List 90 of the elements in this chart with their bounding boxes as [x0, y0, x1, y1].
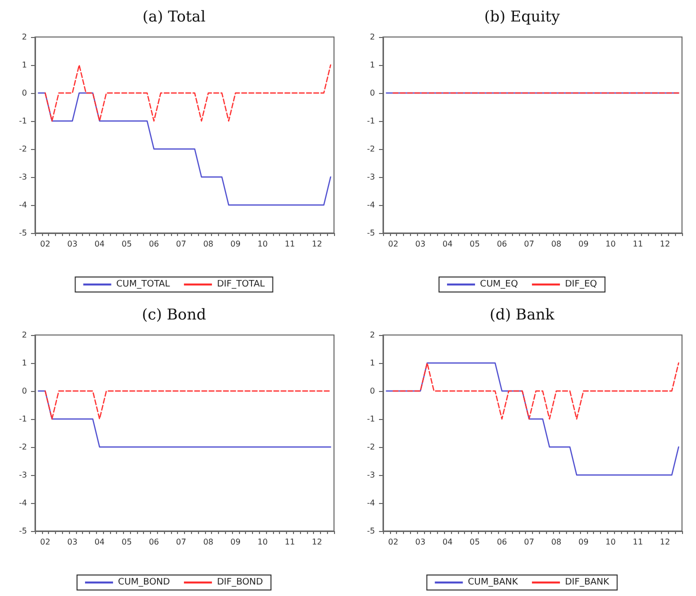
legend-label: CUM_BOND: [118, 578, 170, 588]
legend-label: CUM_TOTAL: [116, 280, 170, 290]
x-tick-label: 09: [578, 240, 589, 248]
x-tick-label: 04: [442, 240, 453, 248]
y-tick-label: 1: [22, 60, 27, 70]
y-tick-label: -3: [19, 172, 27, 182]
x-tick-label: 05: [122, 240, 132, 248]
y-tick-label: -1: [367, 414, 375, 424]
x-tick-label: 03: [415, 240, 426, 248]
y-tick-label: 2: [22, 330, 27, 340]
y-tick-label: 2: [370, 330, 375, 340]
x-tick-label: 08: [551, 538, 562, 546]
y-tick-label: -5: [367, 526, 375, 536]
y-tick-label: 2: [370, 32, 375, 42]
y-tick-label: -3: [367, 172, 375, 182]
x-tick-label: 04: [94, 538, 105, 546]
x-tick-label: 06: [496, 538, 508, 546]
x-tick-label: 03: [67, 240, 78, 248]
x-tick-label: 02: [388, 240, 398, 248]
x-tick-label: 04: [442, 538, 453, 546]
legend-label: DIF_BANK: [564, 578, 610, 588]
legend-label: CUM_EQ: [480, 280, 518, 290]
x-tick-label: 11: [284, 538, 295, 546]
y-tick-label: -1: [19, 116, 27, 126]
x-tick-label: 11: [284, 240, 295, 248]
x-tick-label: 08: [203, 240, 214, 248]
x-tick-label: 08: [203, 538, 214, 546]
y-tick-label: -1: [367, 116, 375, 126]
y-tick-label: -4: [367, 200, 375, 210]
y-tick-label: 0: [22, 88, 27, 98]
x-tick-label: 07: [524, 538, 534, 546]
y-tick-label: 0: [370, 88, 375, 98]
y-tick-label: -3: [367, 470, 375, 480]
x-tick-label: 06: [496, 240, 508, 248]
x-tick-label: 09: [230, 538, 241, 546]
x-tick-label: 03: [67, 538, 78, 546]
x-tick-label: 06: [148, 240, 160, 248]
x-tick-label: 05: [470, 538, 480, 546]
x-tick-label: 08: [551, 240, 562, 248]
x-tick-label: 02: [388, 538, 398, 546]
x-tick-label: 12: [312, 240, 322, 248]
x-tick-label: 07: [176, 240, 186, 248]
legend-label: DIF_BOND: [216, 578, 264, 588]
x-tick-label: 02: [40, 538, 50, 546]
x-tick-label: 09: [230, 240, 241, 248]
y-tick-label: 0: [370, 386, 375, 396]
y-tick-label: -4: [367, 498, 375, 508]
x-tick-label: 12: [660, 240, 670, 248]
chart-title: (d) Bank: [490, 306, 556, 324]
x-tick-label: 09: [578, 538, 589, 546]
y-tick-label: -2: [367, 442, 375, 452]
x-tick-label: 10: [606, 240, 616, 248]
x-tick-label: 07: [176, 538, 186, 546]
y-tick-label: 2: [22, 32, 27, 42]
y-tick-label: -2: [19, 442, 27, 452]
x-tick-label: 10: [258, 538, 268, 546]
y-tick-label: 0: [22, 386, 27, 396]
chart-title: (b) Equity: [484, 8, 560, 26]
x-tick-label: 10: [258, 240, 268, 248]
x-tick-label: 05: [122, 538, 132, 546]
y-tick-label: -4: [19, 200, 27, 210]
x-tick-label: 07: [524, 240, 534, 248]
line-series: [386, 362, 680, 476]
y-tick-label: 1: [370, 60, 375, 70]
x-tick-label: 10: [606, 538, 616, 546]
y-tick-label: -5: [19, 526, 27, 536]
y-tick-label: -3: [19, 470, 27, 480]
legend-label: CUM_BANK: [468, 578, 520, 588]
x-tick-label: 11: [632, 240, 643, 248]
y-tick-label: -5: [367, 228, 375, 238]
y-tick-label: -1: [19, 414, 27, 424]
y-tick-label: -5: [19, 228, 27, 238]
x-tick-label: 04: [94, 240, 105, 248]
legend-label: DIF_TOTAL: [216, 280, 265, 290]
y-tick-label: -2: [367, 144, 375, 154]
x-tick-label: 12: [660, 538, 670, 546]
line-series: [38, 92, 332, 206]
x-tick-label: 05: [470, 240, 480, 248]
x-tick-label: 12: [312, 538, 322, 546]
y-tick-label: 1: [22, 358, 27, 368]
x-tick-label: 06: [148, 538, 160, 546]
x-tick-label: 11: [632, 538, 643, 546]
y-tick-label: -4: [19, 498, 27, 508]
x-tick-label: 02: [40, 240, 50, 248]
legend-label: DIF_EQ: [564, 280, 597, 290]
chart-title: (a) Total: [142, 8, 206, 26]
chart-title: (c) Bond: [142, 306, 206, 324]
x-tick-label: 03: [415, 538, 426, 546]
y-tick-label: -2: [19, 144, 27, 154]
y-tick-label: 1: [370, 358, 375, 368]
